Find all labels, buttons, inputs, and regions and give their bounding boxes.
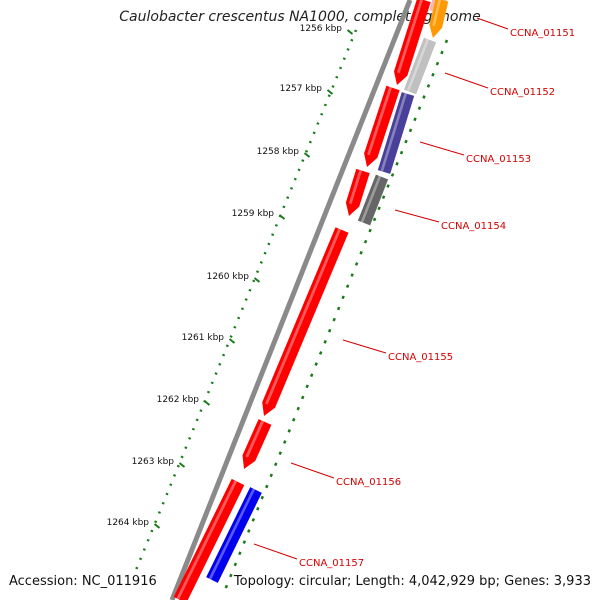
- ruler-tick: [303, 152, 311, 158]
- ruler-tick-label: 1256 kbp: [300, 24, 343, 34]
- gene-ccna-01154-shape: [357, 174, 389, 226]
- gene-ccna-01151-highlight: [396, 0, 423, 74]
- gene-red-minus-b-shape: [345, 168, 370, 216]
- gene-ccna-01156-shape: [242, 419, 272, 469]
- gene-label-leader: [394, 209, 440, 223]
- gene-ccna-01151[interactable]: [394, 0, 431, 85]
- ruler-tick: [346, 29, 354, 35]
- strand-guide-line: [223, 39, 449, 591]
- gene-ccna-01155-shape: [262, 227, 349, 416]
- gene-ccna-01152-highlight: [406, 38, 430, 92]
- gene-label[interactable]: CCNA_01157: [299, 558, 364, 569]
- ruler: 1256 kbp 1257 kbp 1258 kbp 1259 kbp 1260 kbp…: [107, 24, 449, 591]
- gene-ccna-01155[interactable]: [262, 227, 349, 416]
- gene-label[interactable]: CCNA_01151: [510, 28, 575, 39]
- gene-labels: CCNA_01151 CCNA_01152 CCNA_01153 CCNA_01154…: [253, 17, 575, 569]
- gene-ccna-01152-shape: [403, 37, 437, 95]
- gene-ccna-01154-highlight: [360, 175, 382, 223]
- gene-ccna-01157[interactable]: [206, 487, 262, 583]
- gene-label[interactable]: CCNA_01152: [490, 87, 555, 98]
- gene-ccna-01156[interactable]: [242, 419, 272, 469]
- ruler-tick-label: 1258 kbp: [257, 147, 300, 157]
- gene-red-minus-b[interactable]: [345, 168, 370, 216]
- accession-text: Accession: NC_011916: [9, 574, 157, 589]
- gene-label-leader: [444, 72, 489, 89]
- ruler-tick: [278, 214, 286, 220]
- gene-orange-plus-highlight: [432, 0, 442, 27]
- gene-red-minus-b-highlight: [348, 169, 363, 205]
- gene-red-minus-c-shape: [173, 478, 245, 600]
- gene-orange-plus-shape: [429, 0, 449, 38]
- gene-label[interactable]: CCNA_01156: [336, 477, 401, 488]
- gene-ccna-01153-highlight: [380, 92, 408, 172]
- ruler-tick: [326, 89, 334, 95]
- ruler-tick-label: 1257 kbp: [280, 84, 323, 94]
- gene-ccna-01157-shape: [206, 487, 262, 583]
- gene-label-leader: [476, 17, 509, 30]
- gene-ccna-01151-shape: [394, 0, 431, 85]
- map-title: Caulobacter crescentus NA1000, complete …: [119, 9, 481, 25]
- gene-red-minus-a-highlight: [367, 86, 393, 156]
- gene-label[interactable]: CCNA_01154: [441, 221, 506, 232]
- ruler-tick-label: 1260 kbp: [207, 272, 250, 282]
- ruler-tick-label: 1259 kbp: [232, 209, 275, 219]
- gene-red-minus-c[interactable]: [173, 478, 245, 600]
- ruler-tick: [203, 400, 211, 406]
- gene-label-leader: [419, 141, 465, 156]
- ruler-tick: [253, 277, 261, 283]
- ruler-tick-label: 1263 kbp: [132, 457, 175, 467]
- ruler-tick: [153, 523, 161, 529]
- gene-red-minus-c-highlight: [176, 480, 238, 600]
- gene-ccna-01154[interactable]: [357, 174, 389, 226]
- gene-ccna-01153-shape: [377, 92, 415, 174]
- gene-label-leader: [253, 543, 298, 560]
- backbone: [169, 0, 413, 600]
- gene-ccna-01155-highlight: [265, 228, 341, 405]
- ruler-tick: [178, 462, 186, 468]
- ruler-tick-label: 1261 kbp: [182, 333, 225, 343]
- gene-label[interactable]: CCNA_01155: [388, 352, 453, 363]
- gene-ccna-01156-highlight: [245, 420, 265, 458]
- ruler-dotted-line: [134, 29, 358, 571]
- ruler-tick-label: 1264 kbp: [107, 518, 150, 528]
- genes: [173, 0, 449, 600]
- gene-label-leader: [342, 339, 387, 354]
- gene-label-leader: [290, 462, 335, 479]
- gene-red-minus-a-shape: [364, 85, 400, 167]
- gene-ccna-01153[interactable]: [377, 92, 415, 174]
- gene-label[interactable]: CCNA_01153: [466, 154, 531, 165]
- backbone-line: [169, 0, 413, 600]
- gene-ccna-01152[interactable]: [403, 37, 437, 95]
- genome-summary-text: Topology: circular; Length: 4,042,929 bp…: [233, 574, 591, 589]
- ruler-tick-label: 1262 kbp: [157, 395, 200, 405]
- gene-red-minus-a[interactable]: [364, 85, 400, 167]
- gene-ccna-01157-highlight: [208, 488, 256, 580]
- ruler-tick: [228, 338, 236, 344]
- gene-orange-plus[interactable]: [429, 0, 449, 38]
